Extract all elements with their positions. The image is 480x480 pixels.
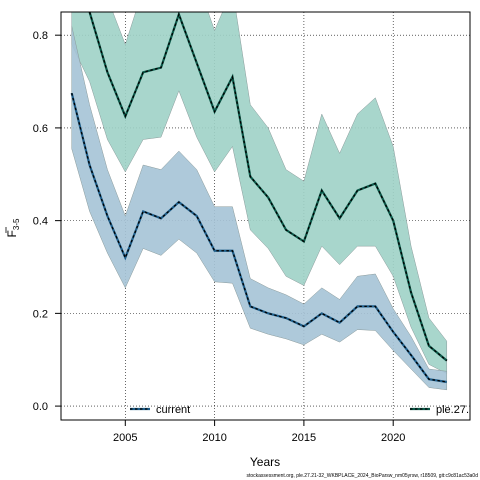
x-tick-label: 2005 (113, 432, 137, 444)
x-tick-label: 2010 (202, 432, 226, 444)
y-axis-title-sub: 3-5 (12, 218, 21, 230)
x-axis-title: Years (250, 455, 280, 469)
legend-item-ple27: ple.27. (410, 404, 469, 416)
y-tick-label: 0.4 (33, 216, 48, 228)
x-tick-label: 2020 (381, 432, 405, 444)
series-lines (70, 12, 448, 384)
y-axis: 0.0 0.2 0.4 0.6 0.8 (33, 30, 61, 413)
legend: current ple.27. (130, 404, 469, 416)
legend-label-ple27: ple.27. (436, 404, 469, 416)
series-line-dash-0 (71, 92, 447, 383)
legend-item-current: current (130, 404, 190, 416)
y-tick-label: 0.6 (33, 123, 48, 135)
confidence-bands (71, 12, 448, 391)
series-line-dash-1 (88, 12, 448, 362)
plot-frame (60, 11, 471, 421)
svg-text:F3-5: F3-5 (5, 218, 21, 237)
footer-caption: stockassessment.org, ple.27.21-32_WKBPLA… (246, 473, 478, 479)
y-tick-label: 0.8 (33, 30, 48, 42)
y-tick-label: 0.0 (33, 401, 48, 413)
y-axis-title: F3-5 (5, 218, 21, 237)
x-tick-label: 2015 (292, 432, 316, 444)
x-axis: 2005 2010 2015 2020 (113, 420, 405, 444)
series-band-0 (71, 25, 448, 391)
y-tick-label: 0.2 (33, 308, 48, 320)
y-axis-title-main: F (5, 230, 19, 237)
legend-label-current: current (156, 404, 190, 416)
